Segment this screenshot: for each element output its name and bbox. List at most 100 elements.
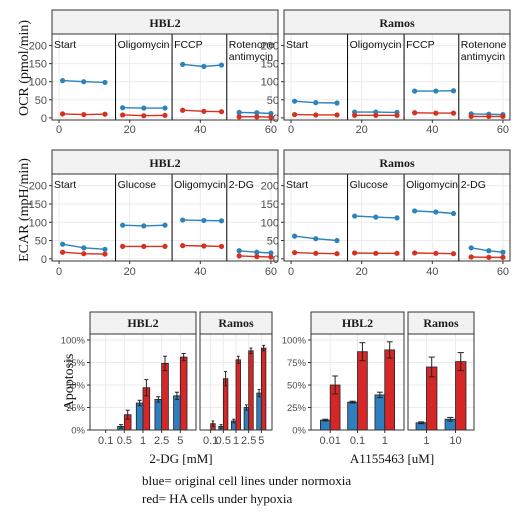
y-tick-label: 150 [29, 199, 47, 211]
panel-title: Ramos [423, 316, 459, 330]
panel-border [51, 173, 279, 262]
data-point-blue [291, 98, 298, 104]
panel-border [310, 333, 405, 431]
panel-title: HBL2 [149, 16, 180, 30]
y-tick-label: 50 [267, 95, 279, 107]
data-point-red [236, 114, 242, 120]
data-point-blue [81, 245, 87, 251]
data-point-blue [120, 222, 126, 228]
data-point-blue [236, 248, 242, 254]
phase-label: 2-DG [229, 179, 254, 191]
data-point-red [486, 113, 492, 119]
data-point-blue [450, 88, 457, 94]
bar-blue [319, 419, 331, 431]
data-point-red [59, 111, 66, 117]
y-tick-label: 0% [71, 426, 85, 437]
y-tick-label: 100% [282, 336, 307, 347]
phase-label: Start [286, 179, 308, 191]
data-point-red [412, 110, 418, 116]
data-point-red [218, 243, 225, 249]
x-tick-label: 60 [265, 266, 277, 278]
data-point-red [236, 253, 242, 259]
bar-blue [173, 395, 181, 431]
data-point-red [373, 250, 379, 256]
y-tick-label: 0 [41, 113, 47, 125]
x-tick-label: 10 [449, 435, 461, 447]
phase-label: 2-DG [461, 179, 486, 191]
data-point-blue [141, 223, 147, 229]
bar-blue [256, 392, 262, 431]
x-tick-label: 40 [426, 266, 438, 278]
x-tick-label: 20 [356, 266, 368, 278]
y-tick-label: 0 [273, 254, 279, 266]
data-point-blue [268, 250, 274, 256]
panel-border [89, 333, 197, 431]
phase-label: Rotenone [461, 39, 507, 51]
phase-label: Start [54, 39, 76, 51]
data-point-blue [218, 62, 225, 68]
ecar-ylabel: ECAR (mpH/min) [17, 158, 32, 262]
data-point-blue [120, 105, 126, 111]
apop_2dg-xlabel: 2-DG [mM] [149, 451, 212, 466]
data-point-blue [201, 63, 207, 70]
bar-red [235, 359, 241, 431]
x-tick-label: 60 [265, 124, 277, 136]
phase-label: FCCP [406, 39, 435, 51]
data-point-red [500, 113, 506, 119]
data-point-red [291, 111, 298, 118]
data-point-red [218, 109, 225, 115]
data-point-red [313, 112, 319, 118]
data-point-blue [180, 61, 186, 67]
data-point-blue [102, 246, 108, 252]
bar-red [260, 347, 267, 431]
data-point-red [412, 250, 418, 256]
panel-border [407, 333, 475, 431]
x-tick-label: 0.1 [98, 435, 113, 447]
x-tick-label: 0.1 [203, 435, 218, 447]
data-point-red [450, 110, 457, 116]
apop_a115-xlabel: A1155463 [uM] [350, 451, 434, 466]
data-point-blue [313, 236, 319, 242]
panel-title: Ramos [379, 16, 415, 30]
y-tick-label: 150 [261, 199, 279, 211]
data-point-red [500, 254, 506, 260]
caption-red-legend: red= HA cells under hypoxia [142, 491, 293, 506]
data-point-red [352, 112, 358, 118]
x-tick-label: 20 [356, 124, 368, 136]
x-tick-label: 0 [56, 266, 62, 278]
apop_2dg-ylabel: Apoptosis [62, 354, 77, 411]
panel-strip [283, 9, 511, 35]
y-tick-label: 75% [66, 358, 86, 369]
y-tick-label: 25% [66, 403, 86, 414]
data-point-blue [373, 214, 379, 220]
x-tick-label: 20 [124, 124, 136, 136]
y-tick-label: 0 [273, 113, 279, 125]
x-tick-label: 0 [56, 124, 62, 136]
y-tick-label: 0 [41, 254, 47, 266]
bar-blue [154, 398, 163, 431]
apop_2dg-panel-hbl2: HBL2 0.1 0.5 1 2.5 5 [89, 311, 197, 447]
apop_2dg-panel-ramos: Ramos 0.10.5 1 2.5 5 [199, 311, 273, 447]
data-point-red [162, 112, 168, 118]
data-point-red [433, 110, 439, 116]
phase-label: Rotenone [229, 39, 275, 51]
bar-red [179, 356, 188, 431]
panel-title: HBL2 [149, 156, 180, 170]
panel-title: HBL2 [342, 316, 373, 330]
data-point-blue [81, 79, 87, 85]
apop_a115-chart: A1155463 [uM] 0% 25% 50% 75% 100% HBL2 0.01 0.1 1… [282, 311, 475, 466]
y-tick-label: 200 [261, 41, 279, 53]
y-tick-label: 150 [29, 59, 47, 71]
data-point-blue [468, 245, 474, 251]
panel-border [199, 333, 273, 431]
y-tick-label: 100% [61, 336, 86, 347]
data-point-red [433, 250, 439, 256]
data-point-blue [268, 110, 274, 117]
data-point-red [81, 251, 87, 257]
data-point-blue [236, 109, 242, 116]
bar-blue [374, 394, 386, 431]
bar-red [357, 351, 368, 431]
phase-label: Oligomycin [406, 179, 458, 191]
data-point-blue [334, 237, 340, 244]
data-point-blue [102, 79, 108, 86]
